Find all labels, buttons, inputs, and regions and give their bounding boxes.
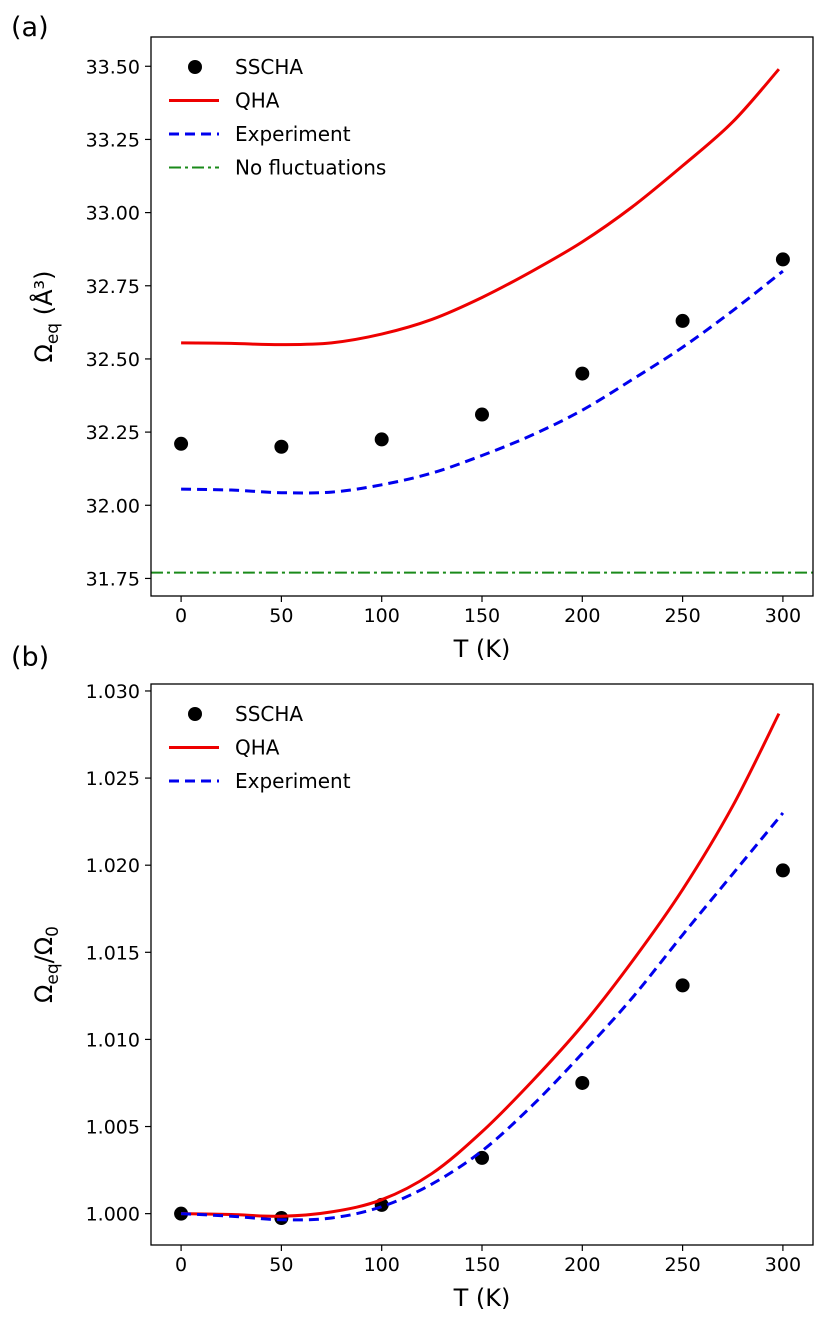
y-tick-label: 1.025 — [86, 768, 140, 790]
x-tick-label: 50 — [269, 605, 293, 627]
y-axis-label-part: /Ω — [30, 937, 58, 963]
y-tick-label: 32.50 — [86, 349, 140, 371]
y-tick-label: 32.75 — [86, 276, 140, 298]
y-axis-label: Ωeq (Å³) — [29, 271, 63, 363]
y-tick-label: 1.005 — [86, 1117, 140, 1139]
data-point-sscha — [174, 436, 189, 451]
y-tick-label: 1.010 — [86, 1029, 140, 1051]
legend-label-sscha: SSCHA — [235, 55, 303, 79]
series-line-qha — [181, 68, 781, 347]
x-tick-label: 200 — [564, 605, 600, 627]
data-point-sscha — [274, 439, 289, 454]
data-point-sscha — [374, 432, 389, 447]
legend-label-qha: QHA — [235, 89, 280, 113]
y-tick-label: 1.030 — [86, 681, 140, 703]
y-axis-label-part: Ω — [30, 344, 58, 362]
y-tick-label: 1.020 — [86, 855, 140, 877]
legend-label-experiment: Experiment — [235, 122, 351, 146]
x-tick-label: 150 — [464, 605, 500, 627]
legend-label-experiment: Experiment — [235, 769, 351, 793]
x-tick-label: 0 — [175, 1254, 187, 1276]
x-tick-label: 250 — [664, 605, 700, 627]
data-point-sscha — [575, 366, 590, 381]
panel-label: (a) — [11, 12, 49, 43]
legend-marker-sscha — [188, 60, 202, 74]
data-point-sscha — [775, 863, 790, 878]
data-point-sscha — [274, 1210, 289, 1225]
legend-label-no-fluctuations: No fluctuations — [235, 156, 386, 180]
y-axis-label-part: (Å³) — [29, 271, 58, 323]
legend-marker-sscha — [188, 707, 202, 721]
y-axis-label-subscript: eq — [43, 323, 63, 344]
chart-panel-b: (b) 0 50 100 150 200 250 300 1.000 1.005 1.010 1.01… — [11, 642, 814, 1312]
x-tick-label: 300 — [765, 605, 801, 627]
x-tick-label: 50 — [269, 1254, 293, 1276]
y-tick-label: 33.25 — [86, 129, 140, 151]
series-line-experiment — [181, 269, 784, 495]
series-line-qha — [181, 712, 781, 1218]
panel-label: (b) — [11, 642, 49, 673]
data-point-sscha — [775, 252, 790, 267]
y-tick-label: 33.50 — [86, 56, 140, 78]
series-line-experiment — [181, 811, 785, 1222]
x-axis-label: T (K) — [453, 1284, 511, 1312]
y-axis-label: Ωeq/Ω0 — [30, 926, 63, 1003]
data-point-sscha — [575, 1075, 590, 1090]
x-axis-label: T (K) — [453, 635, 511, 663]
data-point-sscha — [475, 407, 489, 422]
y-tick-label: 32.00 — [86, 495, 140, 517]
data-point-sscha — [675, 978, 690, 993]
legend-label-sscha: SSCHA — [235, 702, 303, 726]
y-tick-label: 1.015 — [86, 942, 140, 964]
y-axis-label-subscript: eq — [43, 963, 63, 984]
y-axis-label-subscript: 0 — [43, 926, 63, 937]
plot-frame — [150, 36, 814, 597]
x-tick-label: 150 — [464, 1254, 500, 1276]
y-axis-label-part: Ω — [30, 985, 58, 1003]
x-tick-label: 200 — [564, 1254, 600, 1276]
y-tick-label: 33.00 — [86, 203, 140, 225]
legend-label-qha: QHA — [235, 736, 280, 760]
x-tick-label: 0 — [175, 605, 187, 627]
x-tick-label: 100 — [364, 605, 400, 627]
data-point-sscha — [675, 313, 690, 328]
x-tick-label: 250 — [664, 1254, 700, 1276]
chart-panel-a: (a) 0 50 100 150 200 250 300 31.75 32.00 32.25 32.5… — [11, 12, 814, 663]
y-tick-label: 31.75 — [86, 568, 140, 590]
x-tick-label: 100 — [364, 1254, 400, 1276]
y-tick-label: 32.25 — [86, 422, 140, 444]
x-tick-label: 300 — [765, 1254, 801, 1276]
y-tick-label: 1.000 — [86, 1204, 140, 1226]
